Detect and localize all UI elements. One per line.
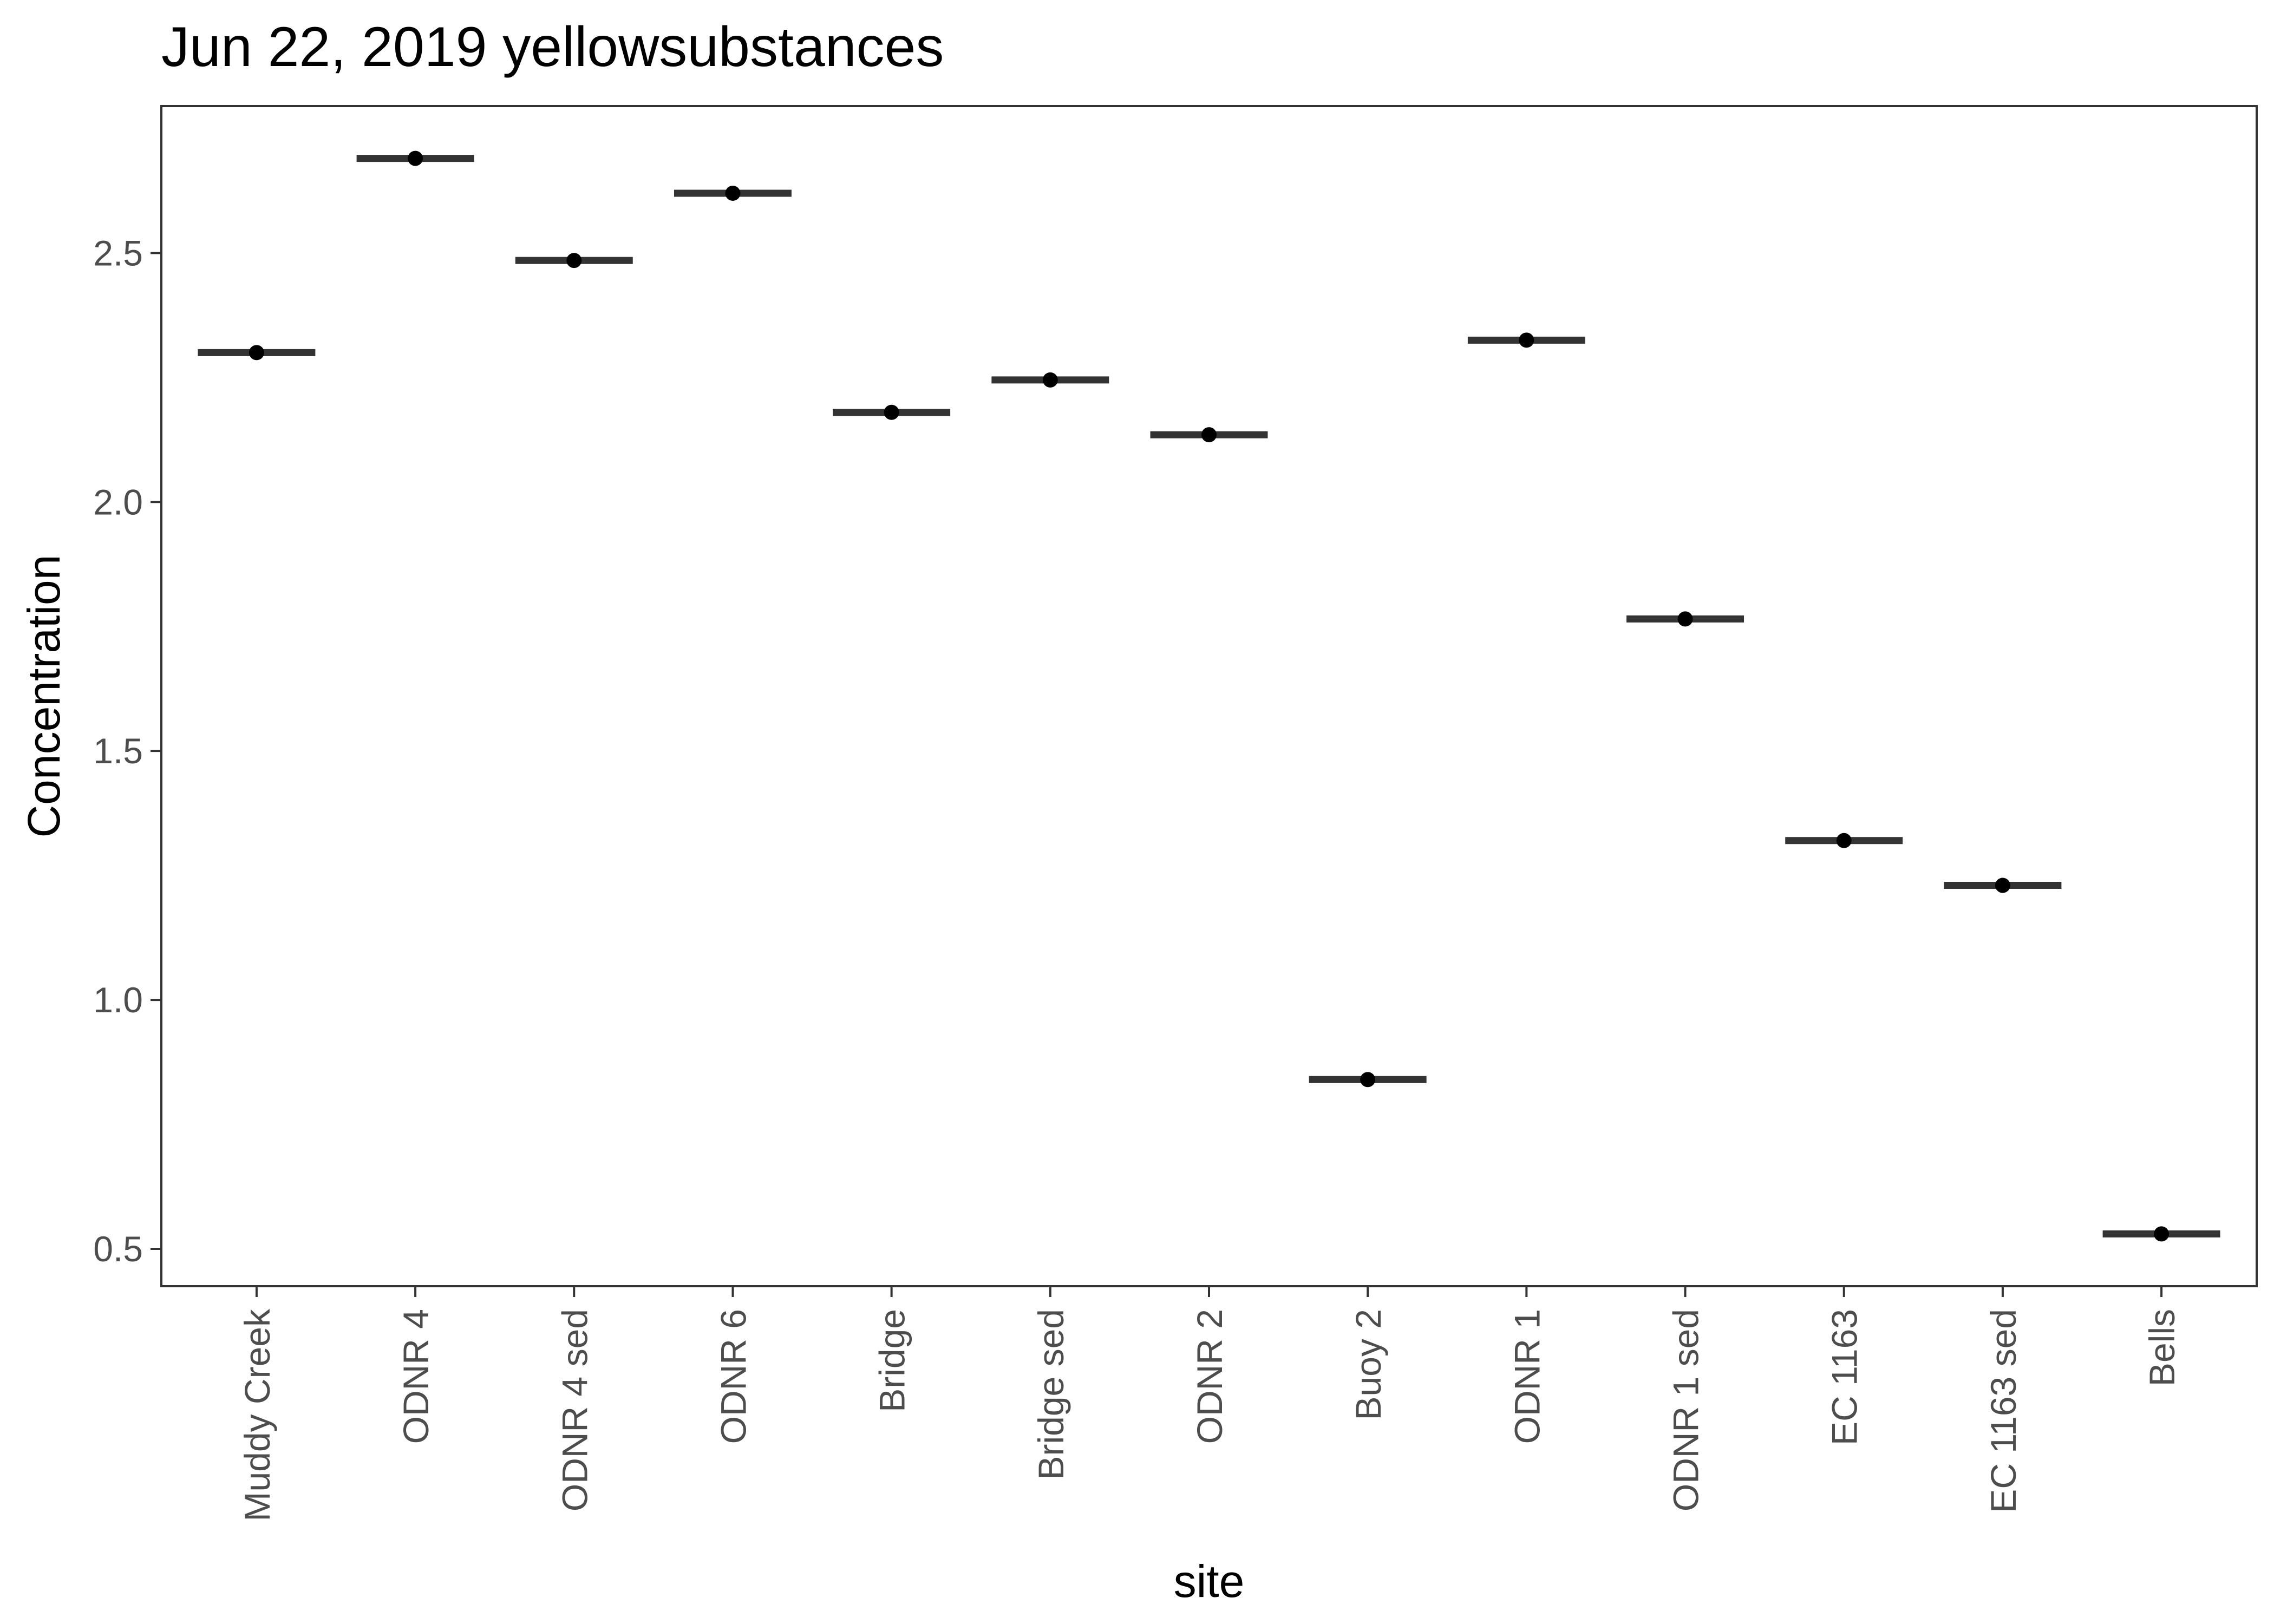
plot-panel [160,105,2258,1287]
data-point [1042,372,1058,388]
x-tick-label: EC 1163 sed [1983,1309,2023,1513]
y-axis: 0.5 1.0 1.5 2.0 2.5 [93,233,161,1269]
data-point [1995,878,2010,893]
x-tick-label: EC 1163 [1825,1309,1865,1445]
x-tick-label: Buoy 2 [1348,1309,1388,1420]
x-tick-label: ODNR 2 [1190,1309,1230,1444]
data-point [249,345,264,361]
y-axis-title: Concentration [18,555,69,838]
y-tick-label: 0.5 [93,1229,143,1269]
data-marks [198,150,2220,1242]
chart-title: Jun 22, 2019 yellowsubstances [161,16,944,78]
y-tick-label: 2.0 [93,482,143,522]
y-tick-label: 1.0 [93,980,143,1020]
x-tick-label: ODNR 4 sed [554,1309,594,1511]
y-tick-label: 2.5 [93,233,143,273]
data-point [1836,833,1852,848]
data-point [884,404,899,420]
data-point [1201,427,1217,443]
x-tick-label: Bells [2142,1309,2182,1386]
x-tick-label: Bridge [872,1309,912,1412]
x-tick-label: Muddy Creek [237,1308,277,1521]
data-point [408,150,423,166]
data-point [1519,332,1534,348]
x-axis-title: site [1174,1556,1245,1607]
x-tick-label: ODNR 6 [713,1309,753,1444]
x-tick-label: Bridge sed [1031,1309,1071,1480]
x-tick-label: ODNR 1 [1507,1309,1547,1444]
data-point [2154,1226,2170,1242]
y-tick-label: 1.5 [93,731,143,771]
data-point [1360,1072,1376,1088]
x-axis: Muddy Creek ODNR 4 ODNR 4 sed ODNR 6 Bridge B… [237,1286,2182,1522]
data-point [725,185,741,201]
x-tick-label: ODNR 4 [396,1309,436,1444]
data-point [1677,611,1693,627]
x-tick-label: ODNR 1 sed [1666,1309,1706,1511]
data-point [566,253,582,269]
